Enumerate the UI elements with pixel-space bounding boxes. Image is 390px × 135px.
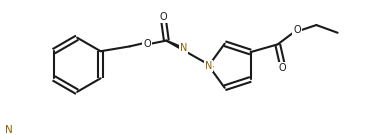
Text: O: O <box>143 38 151 48</box>
Text: O: O <box>5 125 13 135</box>
Text: O: O <box>293 25 301 35</box>
Text: O: O <box>5 124 13 134</box>
Text: O: O <box>279 63 286 73</box>
Text: O: O <box>160 12 167 22</box>
Text: N: N <box>180 43 188 53</box>
Text: N: N <box>5 125 13 135</box>
Text: N: N <box>205 61 212 71</box>
